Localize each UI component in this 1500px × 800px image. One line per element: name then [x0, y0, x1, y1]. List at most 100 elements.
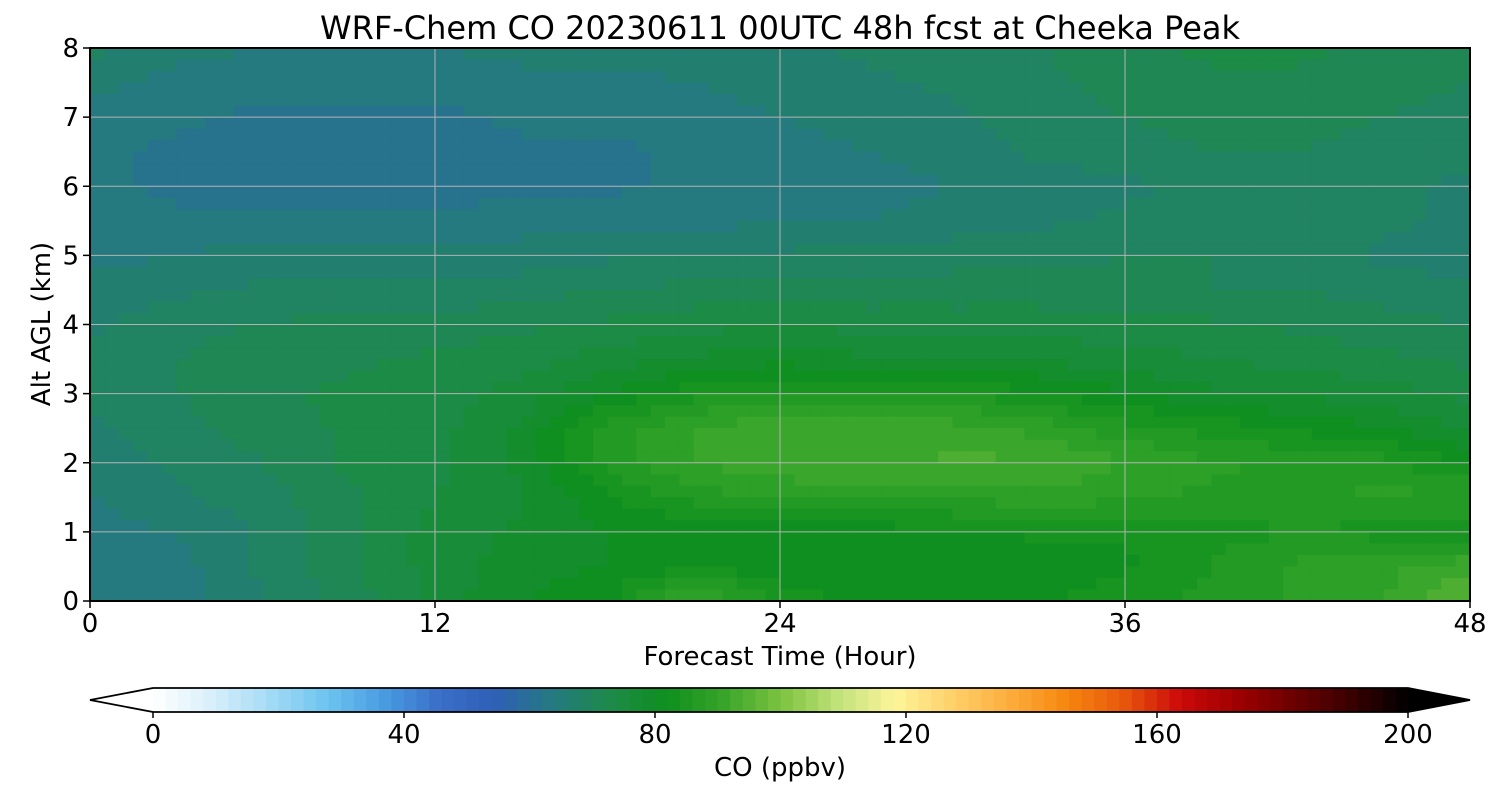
- heatmap-cell: [1340, 554, 1356, 568]
- heatmap-cell: [449, 163, 465, 176]
- heatmap-cell: [348, 520, 364, 533]
- heatmap-cell: [607, 278, 623, 291]
- heatmap-cell: [1168, 439, 1184, 452]
- heatmap-cell: [693, 163, 709, 176]
- heatmap-cell: [1268, 117, 1284, 130]
- heatmap-cell: [492, 485, 508, 498]
- heatmap-cell: [1053, 151, 1069, 164]
- heatmap-cell: [1182, 278, 1198, 291]
- heatmap-cell: [751, 451, 767, 464]
- heatmap-cell: [334, 71, 350, 84]
- heatmap-cell: [1110, 531, 1126, 544]
- heatmap-cell: [1139, 197, 1155, 210]
- heatmap-cell: [621, 151, 637, 164]
- heatmap-cell: [1038, 589, 1054, 602]
- heatmap-cell: [751, 324, 767, 337]
- heatmap-cell: [693, 197, 709, 210]
- heatmap-cell: [679, 232, 695, 245]
- heatmap-cell: [693, 520, 709, 533]
- heatmap-cell: [736, 117, 752, 130]
- heatmap-cell: [147, 301, 163, 314]
- heatmap-cell: [1412, 163, 1428, 176]
- heatmap-cell: [895, 243, 910, 256]
- heatmap-cell: [981, 94, 997, 107]
- heatmap-cell: [478, 566, 494, 579]
- heatmap-cell: [981, 186, 997, 199]
- heatmap-cell: [650, 220, 666, 233]
- heatmap-cell: [535, 531, 551, 544]
- heatmap-cell: [1196, 359, 1212, 372]
- heatmap-cell: [780, 59, 795, 72]
- heatmap-cell: [636, 462, 652, 475]
- heatmap-cell: [1096, 428, 1112, 441]
- heatmap-cell: [679, 117, 695, 130]
- heatmap-cell: [1081, 543, 1097, 556]
- heatmap-cell: [435, 163, 450, 176]
- heatmap-cell: [176, 266, 192, 280]
- heatmap-cell: [262, 589, 278, 602]
- heatmap-cell: [248, 520, 264, 533]
- heatmap-cell: [650, 520, 666, 533]
- heatmap-cell: [478, 140, 494, 153]
- heatmap-cell: [1283, 439, 1299, 452]
- heatmap-cell: [693, 209, 709, 222]
- heatmap-cell: [1254, 232, 1270, 245]
- heatmap-cell: [1412, 82, 1428, 95]
- heatmap-cell: [578, 508, 594, 521]
- heatmap-cell: [679, 508, 695, 521]
- heatmap-cell: [1110, 278, 1126, 291]
- heatmap-cell: [291, 336, 307, 349]
- x-axis-label: Forecast Time (Hour): [643, 642, 916, 672]
- heatmap-cell: [851, 347, 867, 360]
- heatmap-cell: [952, 266, 968, 280]
- heatmap-cell: [506, 289, 522, 303]
- heatmap-cell: [909, 543, 925, 556]
- heatmap-cell: [1297, 48, 1313, 61]
- heatmap-cell: [1455, 255, 1471, 268]
- heatmap-cell: [1168, 151, 1184, 164]
- heatmap-cell: [1412, 462, 1428, 475]
- heatmap-cell: [780, 82, 795, 95]
- heatmap-cell: [650, 82, 666, 95]
- heatmap-cell: [693, 278, 709, 291]
- colorbar-tick-label: 0: [145, 720, 162, 750]
- heatmap-cell: [851, 82, 867, 95]
- heatmap-cell: [593, 209, 609, 222]
- heatmap-cell: [578, 140, 594, 153]
- heatmap-cell: [118, 359, 134, 372]
- heatmap-cell: [1441, 301, 1457, 314]
- colorbar-segment: [215, 688, 229, 712]
- heatmap-cell: [794, 416, 810, 429]
- heatmap-cell: [751, 405, 767, 418]
- heatmap-cell: [1254, 531, 1270, 544]
- heatmap-cell: [722, 589, 738, 602]
- heatmap-cell: [1398, 589, 1414, 602]
- heatmap-cell: [1283, 474, 1299, 487]
- heatmap-cell: [564, 197, 580, 210]
- heatmap-cell: [665, 220, 680, 233]
- heatmap-cell: [1441, 232, 1457, 245]
- heatmap-cell: [823, 370, 839, 383]
- heatmap-cell: [693, 566, 709, 579]
- heatmap-cell: [521, 554, 537, 568]
- heatmap-cell: [1038, 255, 1054, 268]
- heatmap-cell: [219, 48, 235, 61]
- colorbar-segment: [617, 688, 631, 712]
- heatmap-cell: [1024, 451, 1040, 464]
- heatmap-cell: [780, 577, 795, 591]
- colorbar-segment: [1031, 688, 1045, 712]
- heatmap-cell: [736, 140, 752, 153]
- heatmap-cell: [1455, 174, 1471, 187]
- heatmap-cell: [506, 59, 522, 72]
- heatmap-cell: [1010, 428, 1025, 441]
- heatmap-cell: [1125, 163, 1140, 176]
- heatmap-cell: [1283, 393, 1299, 406]
- heatmap-cell: [1024, 266, 1040, 280]
- heatmap-cell: [736, 151, 752, 164]
- heatmap-cell: [578, 531, 594, 544]
- heatmap-cell: [1211, 474, 1227, 487]
- heatmap-cell: [607, 439, 623, 452]
- heatmap-cell: [808, 462, 824, 475]
- heatmap-cell: [1412, 197, 1428, 210]
- heatmap-cell: [1268, 531, 1284, 544]
